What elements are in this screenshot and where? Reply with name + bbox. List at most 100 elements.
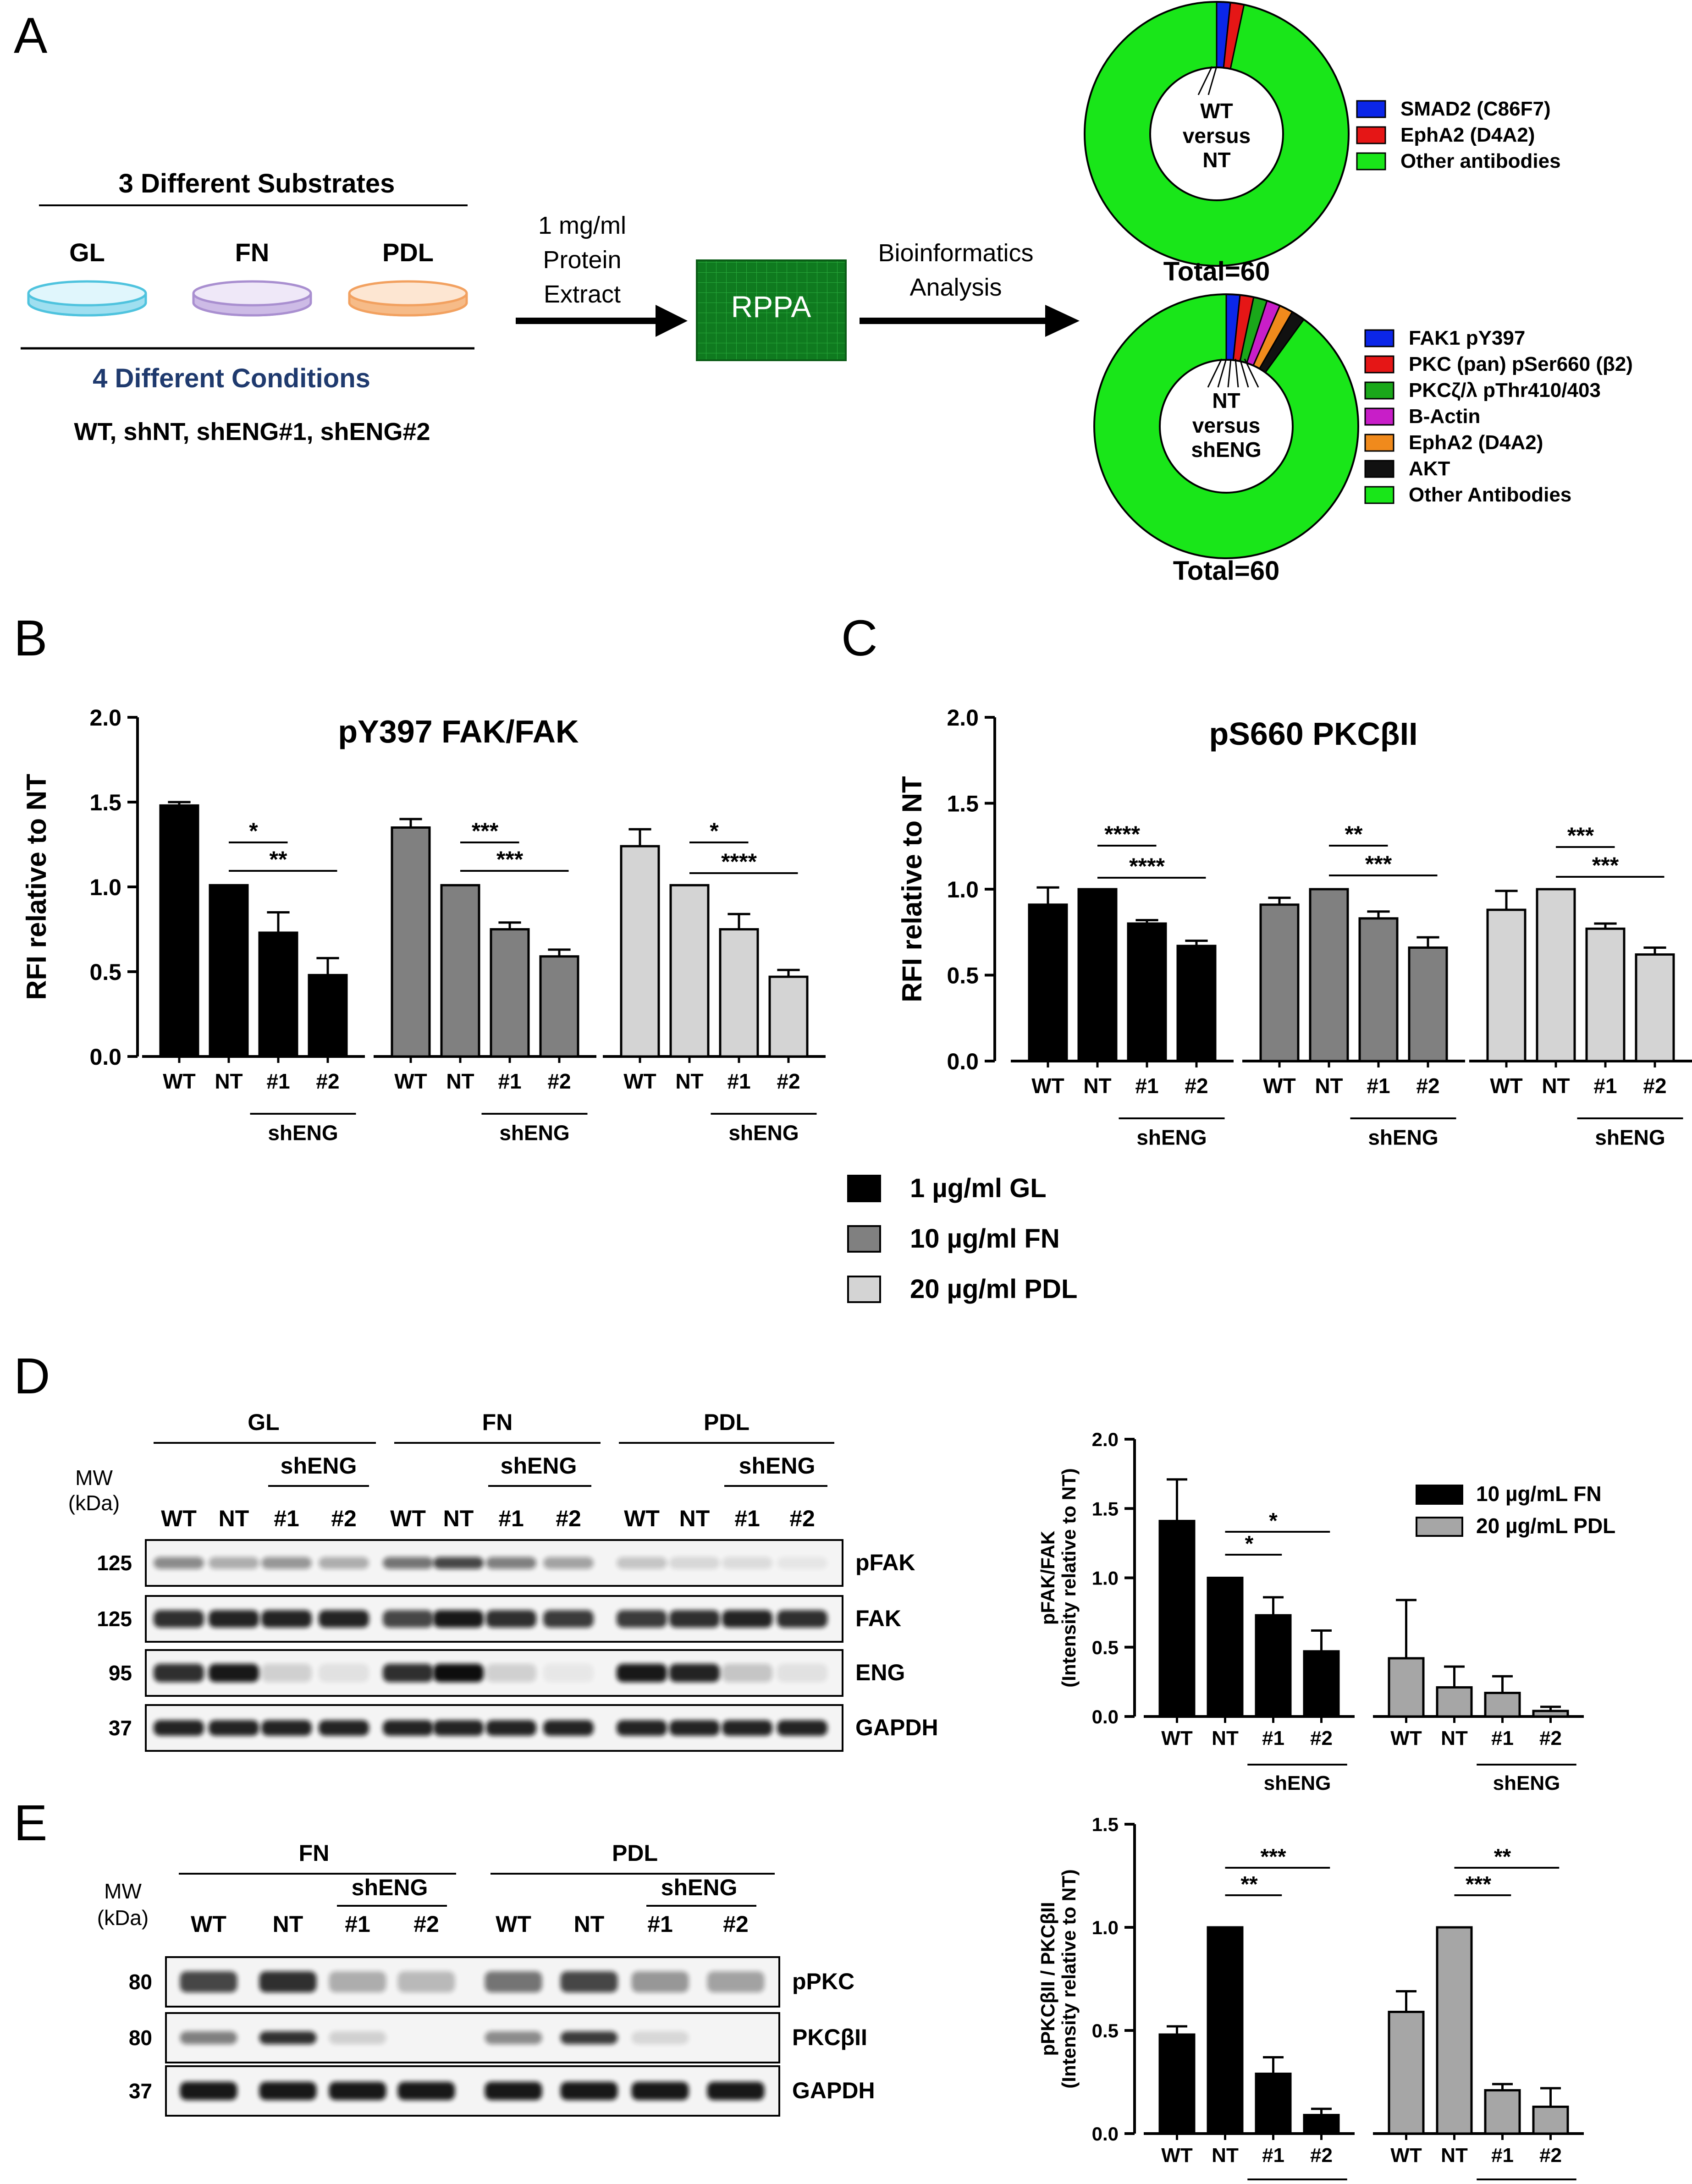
legend-swatch-pkc-pan-pser660-2 — [1364, 355, 1394, 374]
significance-label: *** — [1567, 823, 1594, 848]
bar-1-g-ml-gl-wt — [159, 804, 199, 1058]
x-tick-label: #1 — [727, 1069, 750, 1093]
blot-band — [433, 1557, 484, 1569]
lane-label-wt: WT — [191, 1911, 226, 1937]
panel-letter-b: B — [14, 610, 47, 666]
bar-20-g-ml-pdl-wt — [1388, 1657, 1425, 1718]
x-tick-label: NT — [1315, 1074, 1343, 1098]
blot-d-group-gl: GL — [248, 1409, 279, 1435]
significance-label: *** — [472, 818, 499, 844]
blot-row-label-gapdh: GAPDH — [792, 2078, 875, 2103]
blot-band — [433, 1720, 484, 1736]
blot-band — [319, 1720, 369, 1736]
bar-1-g-ml-gl-nt — [209, 884, 249, 1058]
group-label-sheng: shENG — [1493, 1772, 1560, 1794]
significance-label: *** — [1260, 1845, 1286, 1869]
x-tick-label: #2 — [1185, 1074, 1208, 1098]
legend-swatch-pdl — [847, 1276, 881, 1303]
lane-label-1: #1 — [274, 1506, 299, 1531]
western-blot-d: GL FN PDL shENG shENG shENG MW (kDa) WT N… — [68, 1409, 938, 1752]
group-label-sheng: shENG — [499, 1121, 569, 1145]
legend-label-b-actin: B-Actin — [1409, 405, 1480, 428]
bar-fn-wt — [1158, 2033, 1196, 2135]
x-tick-label: #1 — [1491, 2144, 1514, 2167]
blot-band — [631, 1971, 689, 1992]
x-tick-label: #2 — [1310, 2144, 1333, 2167]
significance-label: *** — [496, 847, 524, 872]
blot-band — [319, 1610, 369, 1628]
x-tick-label: WT — [394, 1069, 427, 1093]
bar-10-g-ml-fn-wt — [391, 826, 431, 1058]
blot-band — [180, 2082, 237, 2100]
lane-label-2: #2 — [789, 1506, 815, 1531]
x-tick-label: WT — [1490, 1074, 1523, 1098]
significance-label: **** — [1104, 821, 1140, 847]
blot-band — [486, 1720, 536, 1736]
blot-band — [543, 1720, 594, 1736]
bar-10-g-ml-fn-wt — [1259, 903, 1300, 1062]
legend-swatch-smad2-c86f7 — [1356, 100, 1386, 118]
blot-row-label-fak: FAK — [855, 1606, 901, 1631]
legend-label-other-antibodies: Other antibodies — [1400, 150, 1561, 172]
blot-row-label-pfak: pFAK — [855, 1550, 915, 1575]
blot-d-group-fn: FN — [482, 1409, 513, 1435]
legend-label-epha2-d4a2: EphA2 (D4A2) — [1400, 124, 1535, 146]
blot-e-sheng-pdl: shENG — [661, 1875, 738, 1900]
bar-20-g-ml-pdl-1 — [1484, 1692, 1521, 1718]
blot-band — [154, 1664, 204, 1682]
blot-band — [777, 1720, 827, 1736]
blot-band — [209, 1610, 259, 1628]
blot-band — [154, 1557, 204, 1569]
blot-band — [383, 1557, 433, 1569]
bar-1-g-ml-gl-1 — [258, 931, 298, 1058]
significance-label: ** — [1494, 1845, 1511, 1869]
donut2-total: Total=60 — [1173, 556, 1280, 586]
legend-swatch-gl — [847, 1175, 881, 1202]
legend-swatch-fn — [847, 1225, 881, 1253]
blot-band — [209, 1664, 259, 1682]
blot-band — [722, 1557, 772, 1569]
blot-d-sheng-gl: shENG — [281, 1453, 357, 1479]
lane-label-wt: WT — [496, 1911, 531, 1937]
legend-swatch-epha2-d4a2 — [1364, 434, 1394, 452]
lane-label-1: #1 — [647, 1911, 673, 1937]
blot-band — [261, 1610, 312, 1628]
group-label-sheng: shENG — [1136, 1126, 1207, 1150]
bar-10-g-ml-fn-wt — [1158, 1519, 1196, 1718]
lane-label-wt: WT — [390, 1506, 426, 1531]
arrow-right-icon — [516, 305, 688, 337]
bar-chart-pfak-quant: 0.0 0.5 1.0 1.5 2.0 pFAK/FAK (Intensity relati… — [1037, 1429, 1615, 1794]
significance-label: *** — [1592, 853, 1619, 878]
substrates-title: 3 Different Substrates — [119, 169, 395, 198]
donut2-center-line1: NT — [1212, 389, 1240, 413]
blot-band — [485, 2031, 542, 2044]
blot-row-label-gapdh: GAPDH — [855, 1715, 938, 1740]
blot-band — [329, 2031, 386, 2044]
donut-leader-line — [1227, 358, 1232, 388]
blot-band — [560, 2031, 618, 2044]
x-tick-label: #2 — [547, 1069, 571, 1093]
bar-20-g-ml-pdl-wt — [1486, 908, 1527, 1062]
x-tick-label: WT — [623, 1069, 656, 1093]
bar-20-g-ml-pdl-nt — [1436, 1686, 1473, 1718]
blot-band — [329, 2082, 386, 2100]
x-tick-label: #1 — [1262, 1727, 1284, 1749]
y-axis-label: (Intensity relative to NT) — [1058, 1869, 1080, 2088]
mw-marker: 37 — [129, 2079, 152, 2103]
y-tick-label: 0.5 — [947, 963, 979, 989]
bar-1-g-ml-gl-2 — [308, 974, 348, 1058]
x-tick-label: NT — [675, 1069, 703, 1093]
x-tick-label: #2 — [1539, 2144, 1562, 2167]
y-axis-label: (Intensity relative to NT) — [1058, 1468, 1080, 1687]
mw-marker: 80 — [129, 2026, 152, 2050]
bar-20-g-ml-pdl-2 — [1635, 953, 1675, 1062]
legend-swatch-20-g-ml-pdl — [1416, 1517, 1463, 1537]
blot-band — [486, 1557, 536, 1569]
lane-label-2: #2 — [556, 1506, 581, 1531]
legend-label-fak1-py397: FAK1 pY397 — [1409, 327, 1525, 349]
lane-label-2: #2 — [331, 1506, 357, 1531]
blot-band — [722, 1720, 772, 1736]
x-tick-label: WT — [163, 1069, 196, 1093]
y-tick-label: 0.0 — [947, 1049, 979, 1074]
blot-band — [707, 2082, 765, 2100]
